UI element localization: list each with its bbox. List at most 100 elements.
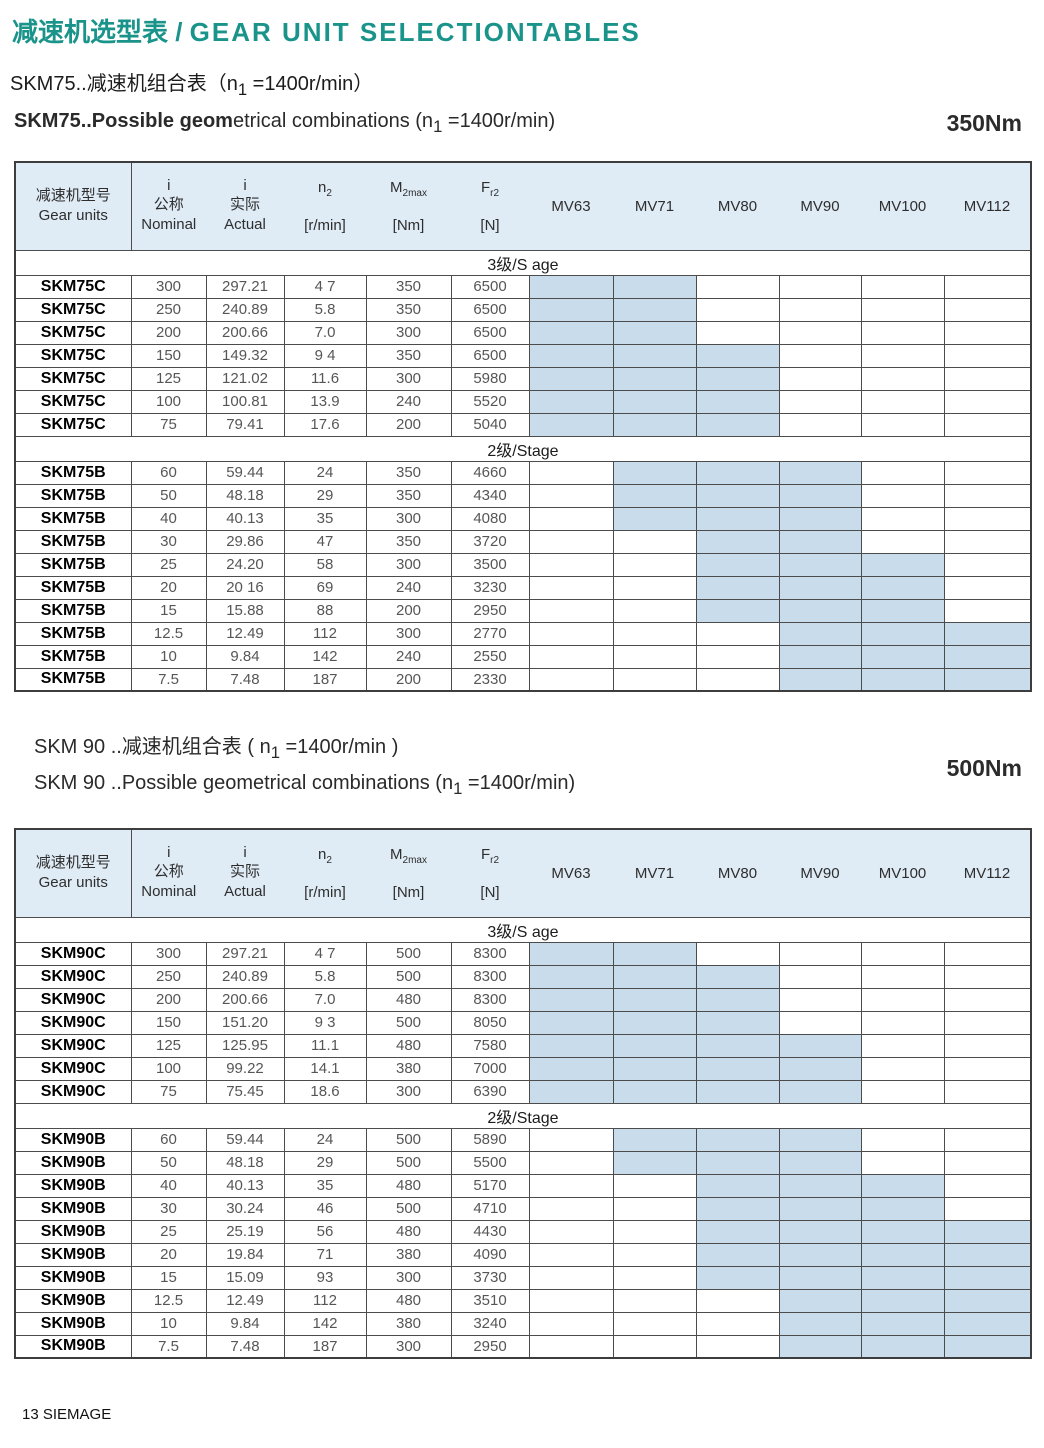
column-header: Fr2 [N] xyxy=(451,161,529,251)
model-cell: SKM75B xyxy=(14,506,132,531)
mv-available-cell xyxy=(612,274,697,299)
value-cell: 25 xyxy=(130,1219,207,1244)
value-cell: 19.84 xyxy=(205,1242,285,1267)
subscript: 1 xyxy=(453,779,463,798)
column-header: i 实际 Actual xyxy=(206,828,284,918)
value-cell: 125 xyxy=(130,1033,207,1058)
column-symbol: i xyxy=(243,844,247,862)
mv-cell xyxy=(778,987,862,1012)
mv-available-cell xyxy=(860,1288,945,1313)
mv-available-cell xyxy=(860,621,945,646)
column-label: MV80 xyxy=(717,864,758,882)
mv-cell xyxy=(528,667,614,692)
model-cell: SKM75C xyxy=(14,297,132,322)
model-cell: SKM75B xyxy=(14,552,132,577)
value-cell: 6500 xyxy=(450,297,530,322)
value-cell: 4340 xyxy=(450,483,530,508)
value-cell: 20 xyxy=(130,1242,207,1267)
table-row: SKM90B 30 30.24 46 500 4710 xyxy=(14,1196,1032,1221)
mv-cell xyxy=(695,1311,780,1336)
table-row: SKM90B 50 48.18 29 500 5500 xyxy=(14,1150,1032,1175)
mv-available-cell xyxy=(695,483,780,508)
mv-available-cell xyxy=(528,1010,614,1035)
mv-cell xyxy=(860,529,945,554)
value-cell: 8050 xyxy=(450,1010,530,1035)
model-cell: SKM90B xyxy=(14,1150,132,1175)
value-cell: 46 xyxy=(283,1196,367,1221)
table-row: SKM90B 12.5 12.49 112 480 3510 xyxy=(14,1288,1032,1313)
column-header-mv90: MV90 xyxy=(779,161,861,251)
column-header: n2 [r/min] xyxy=(284,828,366,918)
mv-available-cell xyxy=(943,1334,1032,1359)
table-row: SKM75C 150 149.32 9 4 350 6500 xyxy=(14,343,1032,368)
mv-available-cell xyxy=(612,389,697,414)
mv-cell xyxy=(612,598,697,623)
mv-cell xyxy=(860,412,945,437)
value-cell: 3730 xyxy=(450,1265,530,1290)
value-cell: 50 xyxy=(130,1150,207,1175)
table-row: SKM75B 12.5 12.49 112 300 2770 xyxy=(14,621,1032,646)
mv-available-cell xyxy=(612,1010,697,1035)
column-label-zh: 实际 xyxy=(229,863,260,881)
table-row: SKM75C 300 297.21 4 7 350 6500 xyxy=(14,274,1032,299)
value-cell: 15.09 xyxy=(205,1265,285,1290)
value-cell: 11.6 xyxy=(283,366,367,391)
value-cell: 4080 xyxy=(450,506,530,531)
table-row: SKM75B 50 48.18 29 350 4340 xyxy=(14,483,1032,508)
value-cell: 59.44 xyxy=(205,460,285,485)
value-cell: 380 xyxy=(365,1311,452,1336)
mv-available-cell xyxy=(695,1033,780,1058)
value-cell: 12.5 xyxy=(130,1288,207,1313)
mv-available-cell xyxy=(612,1127,697,1152)
gear-table-skm90-container: 减速机型号 Gear units i 公称 Nominal i 实际 Actual n2 [r/m… xyxy=(0,828,1044,1359)
mv-available-cell xyxy=(695,964,780,989)
mv-available-cell xyxy=(612,1079,697,1104)
skm90-subtitle-zh: SKM 90 ..减速机组合表 ( n1 =1400r/min ) xyxy=(34,732,575,768)
mv-cell xyxy=(612,667,697,692)
column-unit: [N] xyxy=(480,216,500,234)
model-cell: SKM75B xyxy=(14,644,132,669)
mv-available-cell xyxy=(695,343,780,368)
value-cell: 200 xyxy=(365,412,452,437)
value-cell: 9 3 xyxy=(283,1010,367,1035)
mv-available-cell xyxy=(612,460,697,485)
model-cell: SKM90B xyxy=(14,1196,132,1221)
mv-available-cell xyxy=(778,667,862,692)
table-row: SKM75B 60 59.44 24 350 4660 xyxy=(14,460,1032,485)
column-symbol: i xyxy=(167,177,171,195)
value-cell: 300 xyxy=(130,274,207,299)
value-cell: 3240 xyxy=(450,1311,530,1336)
value-cell: 7.48 xyxy=(205,1334,285,1359)
mv-available-cell xyxy=(778,529,862,554)
mv-cell xyxy=(943,964,1032,989)
column-symbol: M2max xyxy=(390,845,427,866)
table-row: SKM90B 25 25.19 56 480 4430 xyxy=(14,1219,1032,1244)
model-cell: SKM90B xyxy=(14,1219,132,1244)
value-cell: 125 xyxy=(130,366,207,391)
skm90-subtitle-en: SKM 90 ..Possible geometrical combinatio… xyxy=(34,768,575,804)
mv-cell xyxy=(612,1173,697,1198)
mv-cell xyxy=(778,389,862,414)
value-cell: 3500 xyxy=(450,552,530,577)
mv-available-cell xyxy=(695,552,780,577)
mv-available-cell xyxy=(695,529,780,554)
mv-available-cell xyxy=(695,460,780,485)
page-footer: 13 SIEMAGE xyxy=(22,1406,112,1423)
mv-available-cell xyxy=(695,987,780,1012)
value-cell: 480 xyxy=(365,1288,452,1313)
value-cell: 48.18 xyxy=(205,483,285,508)
mv-available-cell xyxy=(943,1288,1032,1313)
page-title: 减速机选型表 / GEAR UNIT SELECTIONTABLES xyxy=(12,12,1044,49)
value-cell: 18.6 xyxy=(283,1079,367,1104)
mv-available-cell xyxy=(528,1079,614,1104)
column-label: MV112 xyxy=(963,864,1011,882)
column-header: n2 [r/min] xyxy=(284,161,366,251)
column-unit: [Nm] xyxy=(392,883,425,901)
mv-available-cell xyxy=(943,1311,1032,1336)
mv-available-cell xyxy=(778,1127,862,1152)
model-cell: SKM90B xyxy=(14,1334,132,1359)
value-cell: 12.5 xyxy=(130,621,207,646)
value-cell: 12.49 xyxy=(205,1288,285,1313)
table-row: SKM90C 250 240.89 5.8 500 8300 xyxy=(14,964,1032,989)
value-cell: 12.49 xyxy=(205,621,285,646)
